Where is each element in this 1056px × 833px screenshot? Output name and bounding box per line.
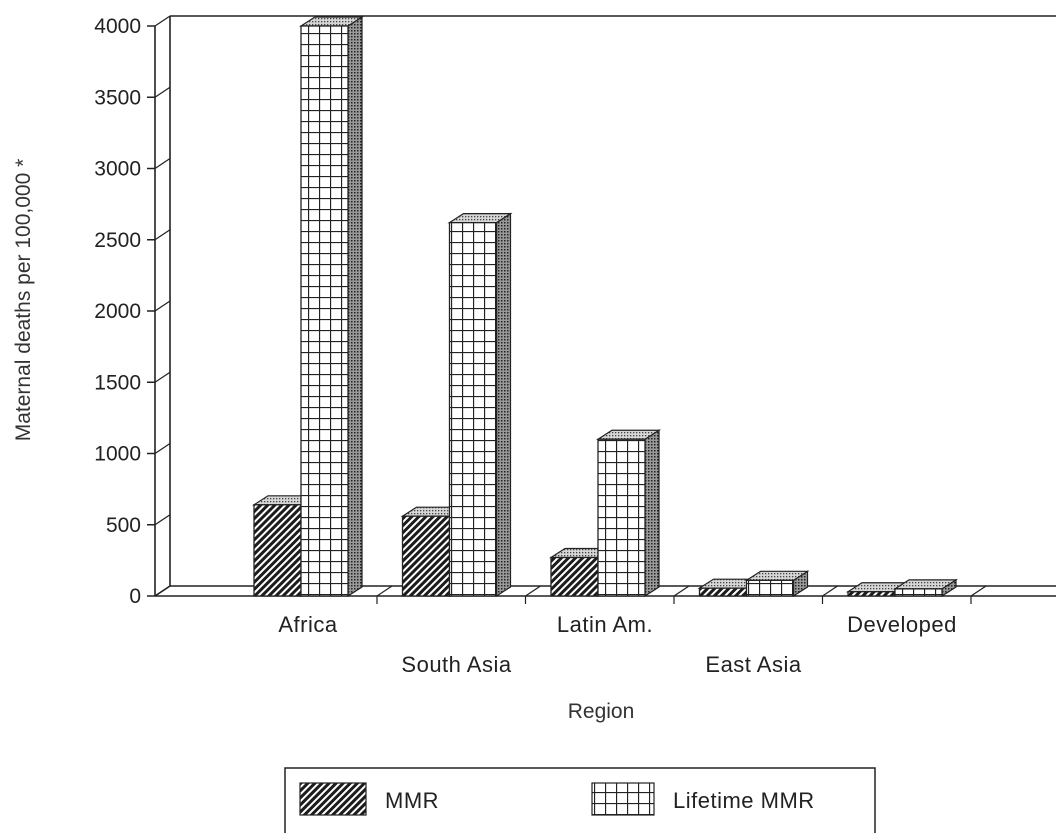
category-separator (970, 585, 987, 597)
bar-africa-lifetime-mmr-front (300, 25, 349, 597)
bar-east-asia-lifetime-mmr-front (745, 579, 795, 597)
y-tick-label: 0 (129, 585, 141, 608)
x-tick-label: Developed (847, 612, 957, 637)
y-tick-depth (154, 229, 171, 241)
y-tick-label: 1000 (94, 443, 141, 466)
x-tick-label: South Asia (401, 652, 511, 677)
y-tick-label: 500 (106, 514, 141, 537)
bar-latin-am-lifetime-mmr (595, 429, 662, 598)
bar-latin-am-mmr-front (550, 556, 599, 597)
bar-south-asia-mmr-front (401, 515, 451, 597)
x-tick-label: East Asia (705, 652, 801, 677)
legend-swatch-lifetime-mmr (591, 782, 655, 816)
bar-latin-am-lifetime-mmr-side (644, 429, 660, 598)
y-tick-label: 2500 (94, 229, 141, 252)
legend-box (284, 767, 876, 833)
bars (251, 15, 959, 598)
legend-label-lifetime-mmr: Lifetime MMR (673, 788, 815, 813)
y-tick-depth (154, 300, 171, 312)
bar-east-asia-mmr-front (698, 587, 748, 597)
category-separator (376, 585, 393, 597)
bar-south-asia-lifetime-mmr (447, 212, 513, 598)
bar-africa-mmr-front (253, 504, 302, 597)
y-tick-label: 3000 (94, 158, 141, 181)
y-tick-depth (154, 585, 171, 597)
bar-south-asia-lifetime-mmr-side (495, 212, 512, 598)
y-tick-label: 1500 (94, 371, 141, 394)
bar-developed-mmr-front (847, 591, 896, 597)
bar-developed-lifetime-mmr (892, 578, 959, 598)
legend-label-mmr: MMR (385, 788, 439, 813)
x-tick-label: Africa (278, 612, 338, 637)
bar-south-asia-lifetime-mmr-front (448, 221, 498, 597)
x-axis-title: Region (568, 700, 635, 723)
legend-swatch-mmr (299, 782, 367, 816)
category-separator (673, 585, 690, 597)
y-tick-label: 3500 (94, 86, 141, 109)
x-axis: Africa South Asia Latin Am. East Asia Develo… (278, 612, 956, 677)
y-tick-label: 2000 (94, 300, 141, 323)
y-tick-label: 4000 (94, 15, 141, 38)
category-separator (822, 585, 838, 597)
y-tick-depth (154, 371, 171, 383)
bar-africa-lifetime-mmr-side (347, 15, 363, 598)
bar-latin-am-lifetime-mmr-front (597, 438, 646, 597)
y-tick-depth (154, 158, 171, 169)
x-tick-label: Latin Am. (557, 612, 653, 637)
category-separator (525, 585, 541, 597)
y-axis-title: Maternal deaths per 100,000 * (12, 159, 35, 442)
y-tick-depth (154, 15, 171, 27)
bar-africa-lifetime-mmr (298, 15, 365, 598)
bar-developed-lifetime-mmr-front (894, 588, 943, 597)
y-axis: 0 500 1000 1500 2000 2500 3000 3500 4000 (94, 15, 171, 608)
y-tick-depth (154, 514, 171, 526)
legend: MMR Lifetime MMR (284, 767, 876, 833)
bar-east-asia-lifetime-mmr (744, 570, 810, 598)
y-tick-depth (154, 443, 171, 454)
y-tick-depth (154, 86, 171, 98)
